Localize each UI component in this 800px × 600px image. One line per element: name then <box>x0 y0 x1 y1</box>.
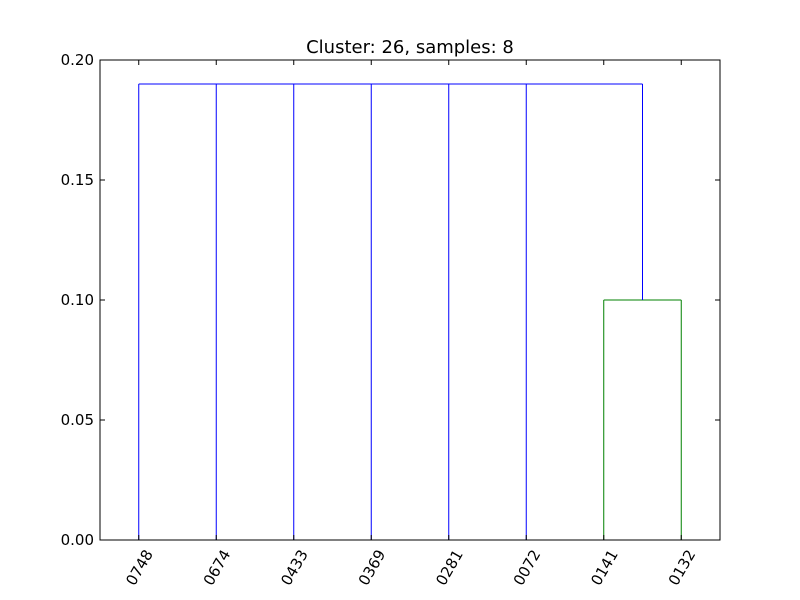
y-tick-label: 0.05 <box>61 411 94 429</box>
leaf-label: 0433 <box>277 547 312 589</box>
y-tick-label: 0.20 <box>61 51 94 69</box>
y-tick-label: 0.00 <box>61 531 94 549</box>
leaf-label: 0748 <box>122 547 157 589</box>
leaf-label: 0141 <box>587 547 622 589</box>
leaf-label: 0281 <box>432 547 467 589</box>
leaf-label: 0132 <box>665 547 700 589</box>
y-tick-label: 0.15 <box>61 171 94 189</box>
leaf-label: 0072 <box>510 547 545 589</box>
y-tick-label: 0.10 <box>61 291 94 309</box>
leaf-label: 0369 <box>355 547 390 589</box>
x-axis: 0748 0674 0433 0369 0281 0072 0141 0132 <box>122 60 699 589</box>
chart-title: Cluster: 26, samples: 8 <box>306 37 514 58</box>
leaf-label: 0674 <box>200 547 235 589</box>
y-axis: 0.00 0.05 0.10 0.15 0.20 <box>61 51 720 549</box>
dendrogram-links <box>138 83 682 540</box>
